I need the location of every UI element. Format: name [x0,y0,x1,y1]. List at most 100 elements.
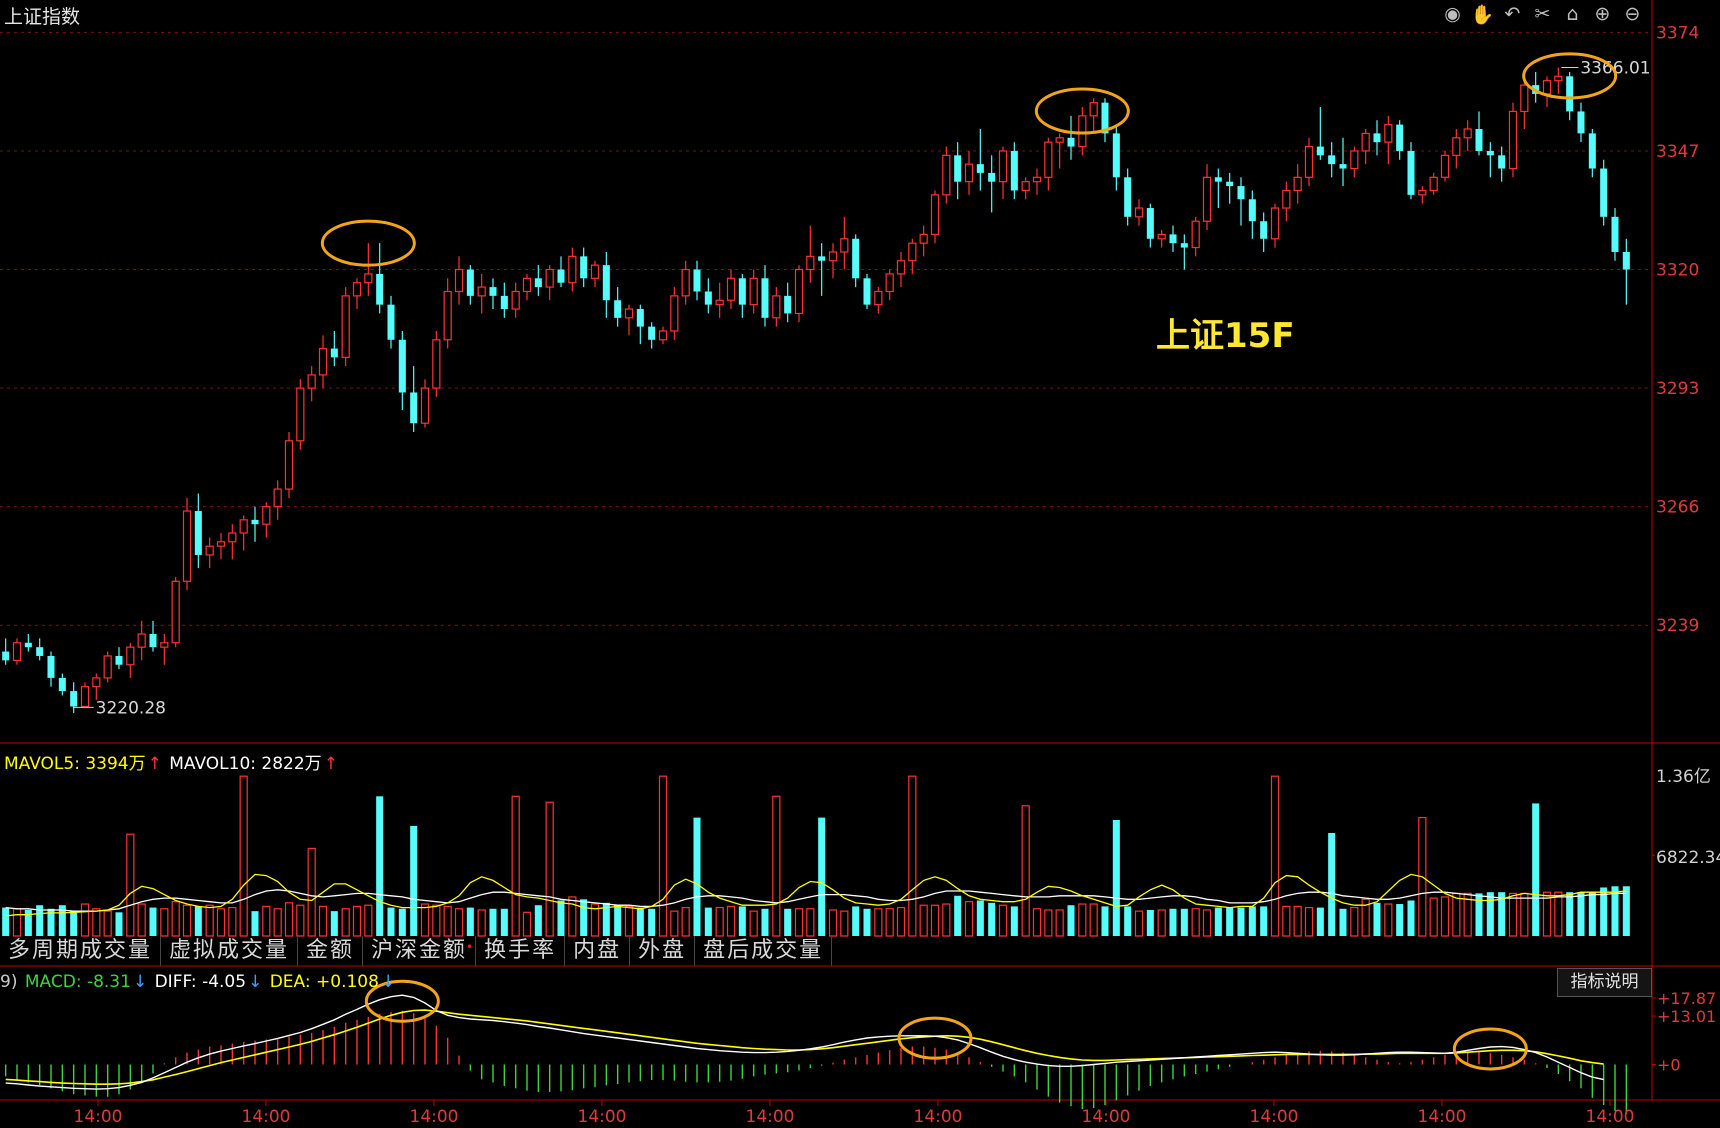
volume-bar [36,905,44,936]
candle [1282,189,1291,209]
tab-7[interactable]: 盘后成交量 [695,936,833,966]
candle [1440,154,1450,178]
x-tick-label: 14:00 [1586,1107,1635,1127]
candle [376,273,384,305]
volume-bar [624,905,634,937]
candle [852,238,860,279]
zoom-out-icon[interactable]: ⊖ [1624,3,1641,25]
volume-bar [930,904,940,937]
candle [296,387,305,442]
diff-label: DIFF: -4.05 [154,972,247,992]
candle [648,326,656,340]
tab-4[interactable]: 换手率 [476,936,566,966]
candle [1373,133,1381,143]
candle [1316,146,1324,156]
low-marker-label: 3220.28 [96,698,166,718]
volume-y-tick: 6822.34 [1656,848,1720,868]
candle [47,655,55,678]
candle [715,299,724,306]
indicator-help-button[interactable]: 指标说明 [1557,968,1652,997]
candle [251,519,259,525]
candle [896,260,906,275]
candle [1270,207,1280,240]
volume-bar [580,899,588,936]
tab-2[interactable]: 金额 [298,936,364,966]
candle [1044,141,1053,178]
tab-0[interactable]: 多周期成交量 [0,936,162,966]
volume-bar [1169,908,1177,936]
candle [614,300,622,318]
candle [228,532,237,543]
lock-icon[interactable]: ⌂ [1566,3,1579,25]
candle [930,194,940,235]
macd-label: MACD: -8.31 [24,972,131,992]
x-tick-label: 14:00 [578,1107,627,1127]
eye-icon[interactable]: ◉ [1444,3,1461,25]
volume-bar [590,903,600,937]
volume-bar [500,908,508,936]
x-tick-label: 14:00 [242,1107,291,1127]
candle [92,677,101,688]
volume-bar [1101,906,1109,936]
candle [919,233,928,244]
volume-bar [1396,904,1404,936]
x-tick-label: 14:00 [1082,1107,1131,1127]
undo-icon[interactable]: ↶ [1504,3,1521,25]
candle [885,273,894,293]
volume-bar [988,902,996,936]
candle [477,286,486,297]
tab-1[interactable]: 虚拟成交量 [161,936,299,966]
candle [828,251,838,262]
y-tick-label: 3320 [1656,261,1699,281]
volume-bar [1542,891,1552,937]
volume-bar [2,907,10,936]
volume-bar [896,906,906,937]
hand-icon[interactable]: ✋ [1470,3,1495,26]
volume-bar [852,906,860,936]
x-tick-label: 14:00 [410,1107,459,1127]
candle [239,519,248,534]
candle [522,277,532,293]
volume-bar [1316,907,1324,936]
candle [341,295,350,358]
volume-bar [70,911,78,936]
volume-bar [273,908,282,937]
candle [1520,84,1529,113]
candle [12,642,22,661]
highlight-circle [1522,52,1618,100]
candle [80,686,90,708]
volume-bar [1339,908,1347,936]
scissors-icon[interactable]: ✂ [1534,3,1551,25]
volume-bar [1407,900,1415,936]
volume-bar [251,911,259,936]
volume-bar [863,908,871,936]
volume-bar [1429,897,1438,937]
tab-5[interactable]: 内盘 [565,936,631,966]
candle [818,256,826,261]
candle [998,150,1008,183]
dea-label: DEA: +0.108 [269,972,379,992]
volume-bar [658,775,668,937]
candle [976,164,984,173]
volume-bar [1508,892,1518,937]
volume-bar [1055,909,1064,937]
volume-bar [1260,906,1268,936]
tab-3[interactable]: 沪深金额 • [363,936,477,966]
candle [262,506,271,525]
volume-bar [341,908,350,937]
candle [1248,199,1256,222]
candle [1010,150,1018,191]
candle [964,163,974,183]
zoom-in-icon[interactable]: ⊕ [1594,3,1611,25]
volume-bar [1622,886,1630,936]
candle [115,655,123,665]
tab-6[interactable]: 外盘 [630,936,696,966]
candle [387,304,395,340]
volume-bar [840,910,849,937]
volume-bar [1237,907,1245,936]
volume-bar [115,912,123,936]
high-marker-label: 3366.01 [1580,58,1650,78]
volume-bar [1532,803,1540,936]
macd-prefix: 9) [0,972,18,992]
